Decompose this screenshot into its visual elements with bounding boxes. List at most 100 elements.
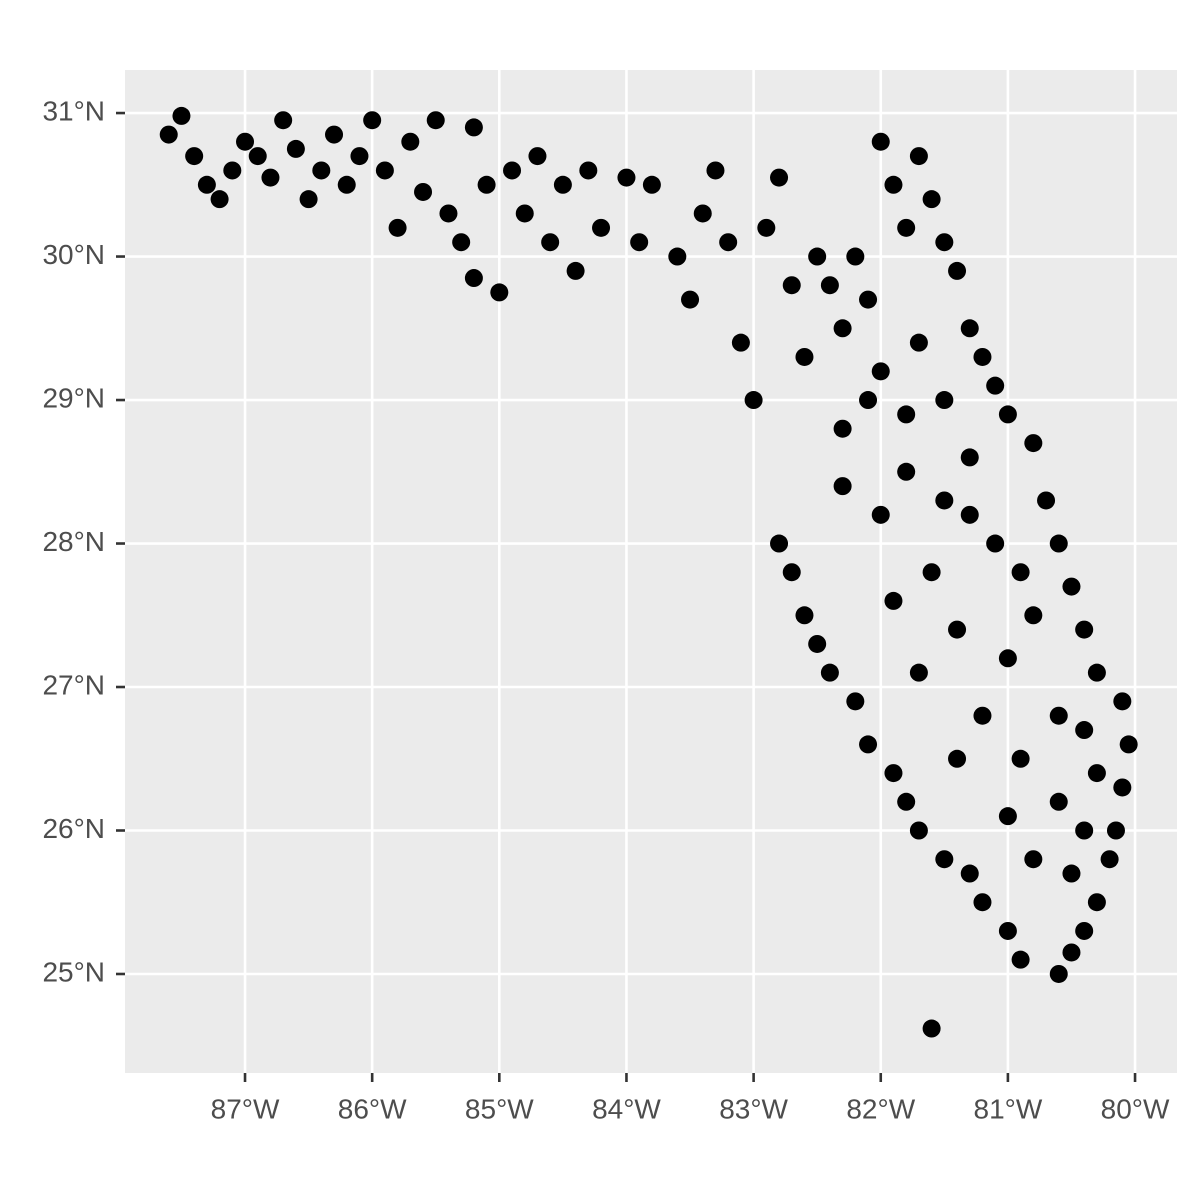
point <box>566 261 585 280</box>
point <box>452 233 471 252</box>
point <box>935 491 954 510</box>
point <box>617 168 636 187</box>
point <box>973 347 992 366</box>
point <box>770 168 789 187</box>
point <box>490 283 509 302</box>
point <box>948 261 967 280</box>
point <box>1106 821 1125 840</box>
point <box>1062 577 1081 596</box>
x-tick-label: 81°W <box>974 1093 1043 1124</box>
point <box>744 391 763 410</box>
point <box>859 391 878 410</box>
point <box>1049 792 1068 811</box>
point <box>1037 491 1056 510</box>
point <box>795 347 814 366</box>
point <box>1075 921 1094 940</box>
point <box>1011 950 1030 969</box>
point <box>261 168 280 187</box>
point <box>820 276 839 295</box>
y-tick-label: 26°N <box>42 813 105 844</box>
point <box>986 534 1005 553</box>
point <box>871 362 890 381</box>
point <box>197 175 216 194</box>
point <box>1049 964 1068 983</box>
point <box>1087 893 1106 912</box>
point <box>1087 663 1106 682</box>
point <box>833 477 852 496</box>
point <box>1119 735 1138 754</box>
point <box>1087 764 1106 783</box>
y-tick-label: 29°N <box>42 382 105 413</box>
x-tick-label: 83°W <box>719 1093 788 1124</box>
point <box>642 175 661 194</box>
point <box>528 147 547 166</box>
point <box>973 706 992 725</box>
point <box>1011 749 1030 768</box>
point <box>909 333 928 352</box>
point <box>871 505 890 524</box>
point <box>223 161 242 180</box>
point <box>592 218 611 237</box>
point <box>846 247 865 266</box>
point <box>909 821 928 840</box>
point <box>210 190 229 209</box>
point <box>668 247 687 266</box>
y-tick-label: 28°N <box>42 526 105 557</box>
point <box>986 376 1005 395</box>
point <box>731 333 750 352</box>
point <box>770 534 789 553</box>
point <box>350 147 369 166</box>
point <box>274 111 293 130</box>
point <box>439 204 458 223</box>
point <box>172 106 191 125</box>
point <box>693 204 712 223</box>
point <box>897 792 916 811</box>
point <box>998 649 1017 668</box>
point <box>1075 821 1094 840</box>
point <box>388 218 407 237</box>
point <box>859 290 878 309</box>
point <box>846 692 865 711</box>
point <box>782 276 801 295</box>
point <box>541 233 560 252</box>
point <box>820 663 839 682</box>
point <box>998 807 1017 826</box>
point <box>464 118 483 137</box>
point <box>1062 864 1081 883</box>
point <box>884 591 903 610</box>
point <box>808 247 827 266</box>
point <box>897 405 916 424</box>
point <box>312 161 331 180</box>
point <box>553 175 572 194</box>
point <box>325 125 344 144</box>
x-tick-label: 82°W <box>846 1093 915 1124</box>
point <box>299 190 318 209</box>
point <box>998 921 1017 940</box>
y-tick-label: 30°N <box>42 239 105 270</box>
point <box>897 462 916 481</box>
point <box>1049 534 1068 553</box>
point <box>503 161 522 180</box>
point <box>884 764 903 783</box>
point <box>935 850 954 869</box>
point <box>375 161 394 180</box>
point <box>871 132 890 151</box>
point <box>719 233 738 252</box>
y-tick-label: 31°N <box>42 95 105 126</box>
point <box>185 147 204 166</box>
point <box>236 132 255 151</box>
point <box>630 233 649 252</box>
x-tick-label: 87°W <box>211 1093 280 1124</box>
y-tick-label: 25°N <box>42 956 105 987</box>
point <box>1113 778 1132 797</box>
point <box>960 448 979 467</box>
point <box>960 505 979 524</box>
panel <box>125 70 1177 1073</box>
point <box>706 161 725 180</box>
point <box>935 233 954 252</box>
point <box>922 1019 941 1038</box>
point <box>948 620 967 639</box>
point <box>1075 620 1094 639</box>
